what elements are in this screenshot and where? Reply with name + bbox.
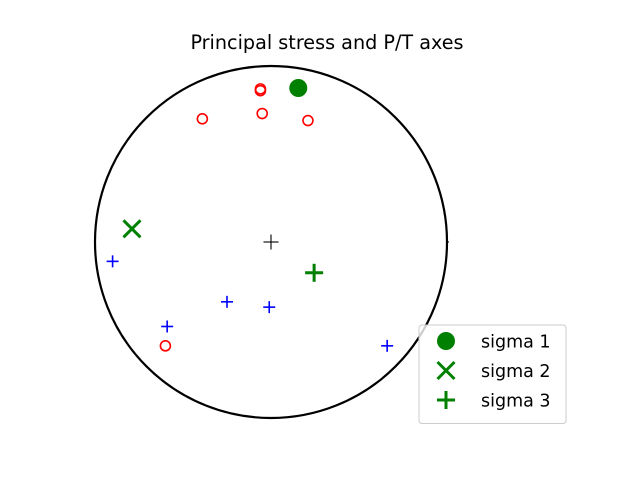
- chart-title: Principal stress and P/T axes: [190, 31, 463, 54]
- legend-label-sigma-3: sigma 3: [481, 392, 551, 412]
- legend-marker-sigma-3: [437, 391, 455, 409]
- legend-box: [418, 324, 567, 424]
- p-axes-point-2: [196, 113, 209, 125]
- legend-label-sigma-1: sigma 1: [481, 333, 551, 353]
- legend-label-sigma-2: sigma 2: [481, 362, 551, 382]
- p-axes-point-1: [254, 84, 267, 97]
- p-axes-point-4: [302, 114, 314, 127]
- data-marks: [106, 79, 449, 352]
- sigma-3-point-0: [305, 263, 324, 282]
- t-axes-point-1: [221, 295, 233, 308]
- legend-marker-sigma-1: [437, 332, 455, 350]
- legend: sigma 1 sigma 2 sigma 3: [418, 324, 567, 424]
- legend-marker-sigma-2: [436, 360, 456, 381]
- t-axes-point-4: [381, 339, 394, 352]
- sigma-2-point-0: [122, 219, 142, 239]
- center-mark: [263, 234, 279, 250]
- p-axes-point-5: [159, 340, 172, 352]
- t-axes-point-2: [263, 301, 276, 314]
- sigma-1-point-0: [289, 79, 308, 97]
- p-axes-point-3: [256, 107, 269, 120]
- t-axes-point-3: [161, 320, 174, 333]
- t-axes-point-0: [106, 255, 119, 268]
